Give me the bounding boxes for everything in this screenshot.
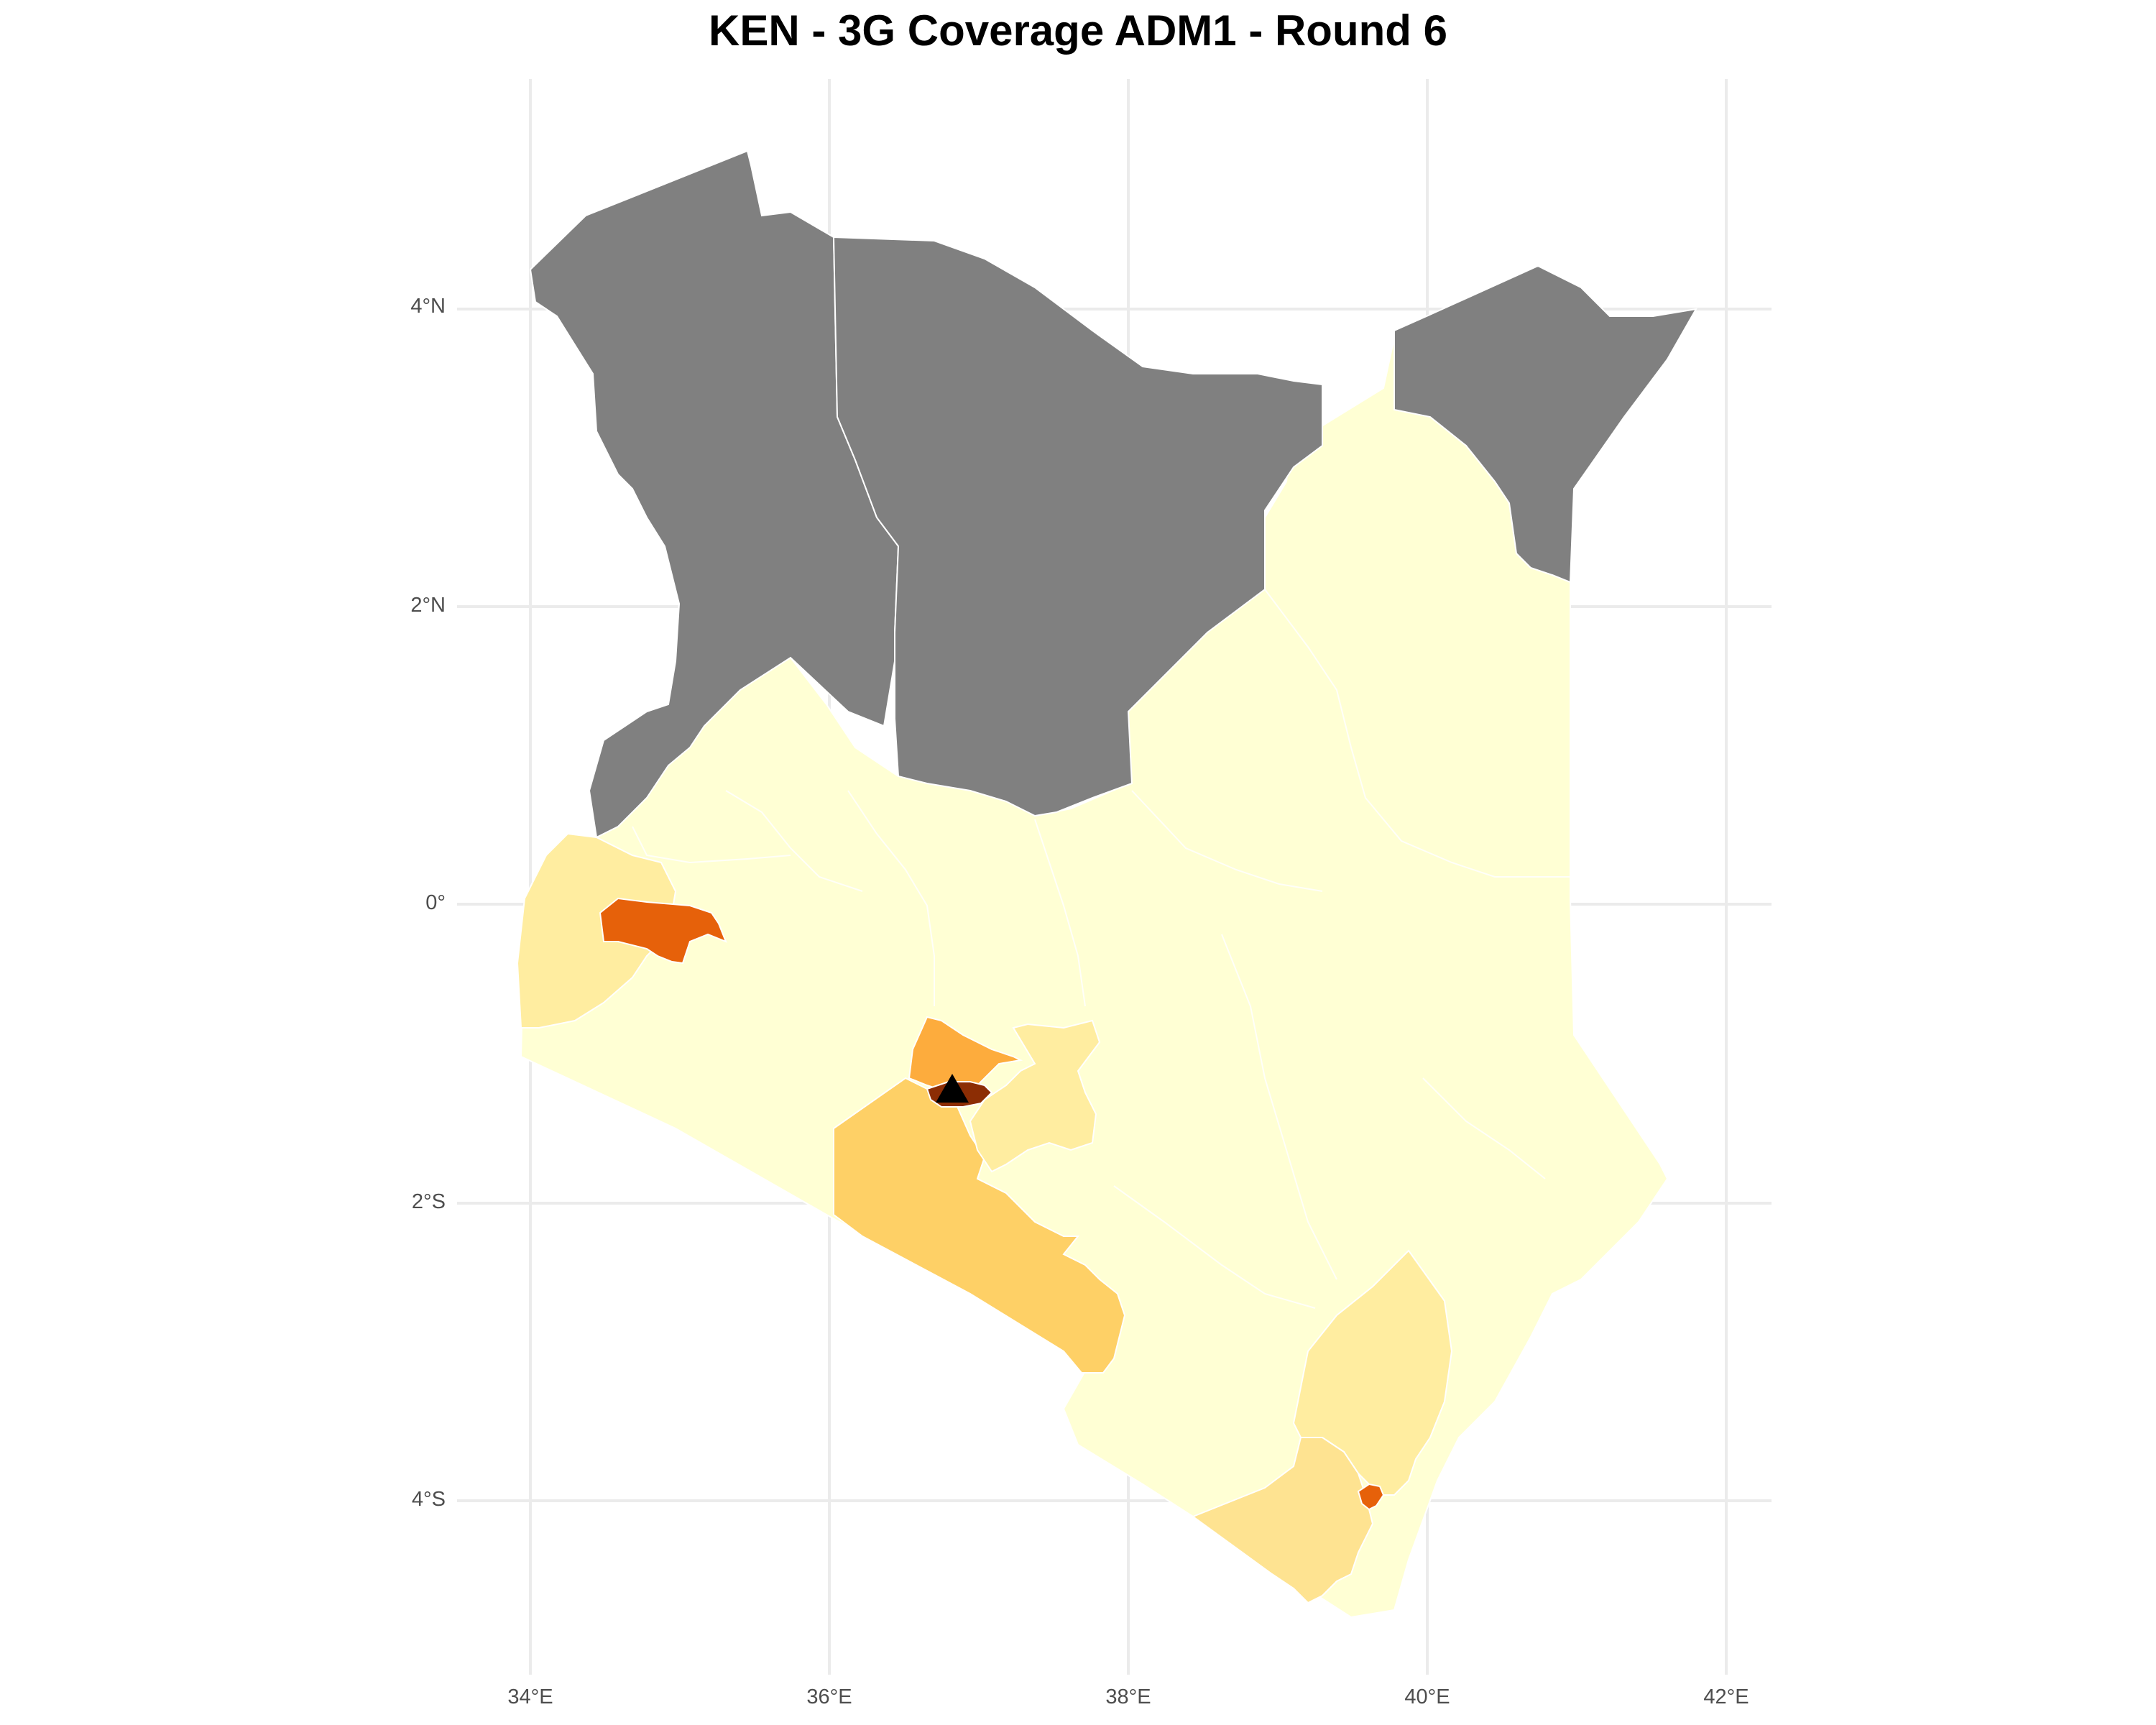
region-mombasa — [1357, 1483, 1385, 1511]
y-tick-label: 2°N — [410, 594, 446, 617]
border-line — [847, 790, 935, 1006]
border-line — [1422, 1077, 1546, 1179]
border-line — [1113, 1185, 1316, 1309]
region-western-hotspot — [599, 897, 727, 965]
y-tick-label: 2°S — [411, 1190, 446, 1213]
border-line — [1264, 589, 1570, 878]
nairobi-marker-triangle — [936, 1074, 969, 1103]
border-line — [1221, 934, 1337, 1280]
x-tick-label: 36°E — [806, 1685, 852, 1708]
region-kajiado — [833, 1077, 1126, 1374]
border-line — [1131, 790, 1323, 892]
y-tick-label: 4°S — [411, 1488, 446, 1511]
y-tick-label: 0° — [425, 891, 446, 914]
chart-title: KEN - 3G Coverage ADM1 - Round 6 — [709, 6, 1447, 55]
region-northeast — [1393, 264, 1697, 584]
internal-borders — [632, 589, 1570, 1309]
border-line — [725, 790, 863, 892]
x-tick-label: 38°E — [1105, 1685, 1151, 1708]
x-tick-label: 34°E — [507, 1685, 553, 1708]
x-tick-label: 42°E — [1703, 1685, 1749, 1708]
border-line — [1034, 819, 1086, 1007]
region-kiambu — [908, 1016, 1023, 1093]
x-tick-label: 40°E — [1404, 1685, 1450, 1708]
y-tick-label: 4°N — [410, 295, 446, 318]
region-machakos — [969, 1019, 1101, 1173]
regions — [516, 150, 1697, 1619]
border-line — [632, 826, 791, 864]
region-north — [832, 236, 1323, 817]
region-kwale — [1191, 1437, 1374, 1604]
